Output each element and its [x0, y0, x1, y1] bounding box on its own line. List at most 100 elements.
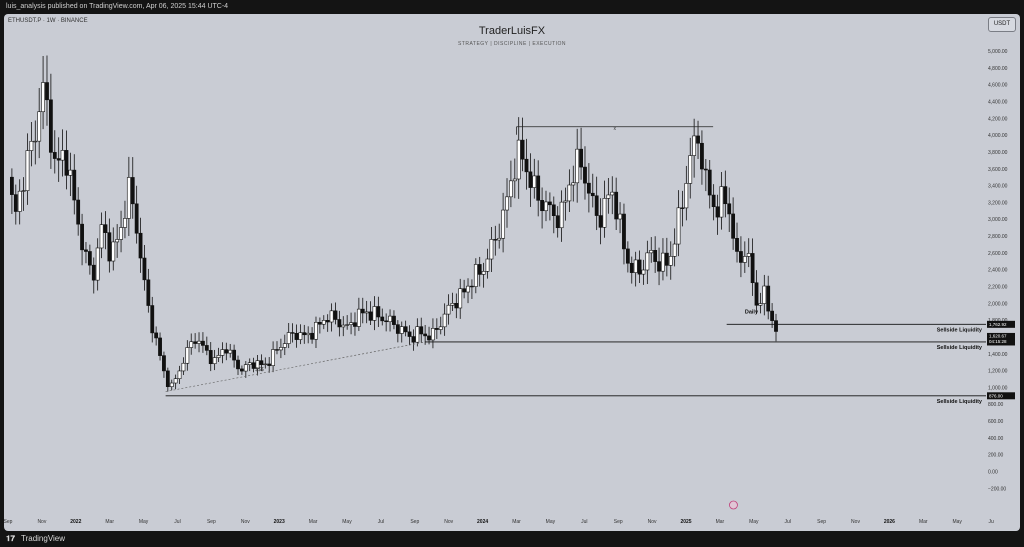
candle-body — [208, 350, 213, 365]
x-tick-label: 2022 — [70, 519, 81, 525]
candle-body — [212, 357, 217, 365]
candle-body — [68, 169, 73, 176]
candle-body — [286, 332, 291, 344]
candle-body — [497, 237, 502, 241]
candle-body — [314, 321, 318, 340]
candle-body — [466, 285, 470, 293]
candle-body — [310, 332, 314, 340]
candle-body — [204, 345, 209, 351]
candle-body — [278, 347, 283, 351]
candle-body — [766, 285, 771, 312]
candle-body — [481, 271, 486, 275]
x-tick-label: May — [342, 519, 352, 525]
candle-body — [185, 347, 190, 364]
candle-body — [547, 201, 552, 206]
candle-body — [341, 324, 346, 328]
current-price-text: 1,620.67 — [989, 333, 1007, 338]
candle-body — [255, 360, 260, 369]
y-tick-label: 1,200.00 — [988, 369, 1008, 375]
candle-body — [403, 326, 408, 333]
candle-body — [540, 200, 544, 212]
candle-body — [505, 196, 509, 211]
candle-body — [528, 171, 533, 188]
y-tick-label: 200.00 — [988, 453, 1004, 459]
candle-body — [76, 199, 81, 225]
y-tick-label: 3,600.00 — [988, 167, 1008, 173]
currency-button[interactable]: USDT — [988, 17, 1016, 32]
candle-body — [290, 332, 295, 334]
candle-body — [625, 248, 630, 264]
event-marker-icon[interactable] — [729, 500, 738, 510]
candle-body — [115, 239, 120, 243]
candle-body — [372, 306, 377, 321]
liquidity-label: Sellside Liquidity — [937, 327, 983, 333]
y-tick-label: 600.00 — [988, 419, 1004, 425]
candle-body — [774, 320, 778, 332]
candle-body — [25, 150, 30, 191]
candle-body — [99, 224, 104, 249]
candle-body — [637, 259, 642, 275]
candle-body — [692, 135, 697, 156]
price-chart[interactable]: −200.00 0.00 200.00 400.00 600.00 800.00 1,000… — [4, 14, 1020, 531]
x-tick-label: Mar — [105, 519, 114, 525]
x-tick-label: Jul — [784, 519, 790, 525]
candle-body — [594, 195, 599, 216]
candle-body — [633, 259, 638, 273]
candle-body — [575, 148, 580, 184]
y-tick-label: 1,000.00 — [988, 385, 1008, 391]
candle-body — [680, 207, 685, 209]
candle-body — [150, 305, 155, 334]
trend-line-label: $$$ — [255, 367, 264, 373]
tradingview-logo-icon[interactable]: 𝟏𝟕 — [6, 534, 15, 543]
candle-body — [649, 250, 654, 254]
y-tick-label: −200.00 — [988, 486, 1006, 492]
candle-body — [641, 269, 646, 275]
y-tick-label: 5,000.00 — [988, 49, 1008, 55]
candle-body — [473, 264, 478, 287]
candle-body — [684, 183, 689, 209]
countdown-text: 04:15:28 — [989, 339, 1007, 344]
candle-body — [321, 320, 326, 325]
brand-tagline: STRATEGY | DISCIPLINE | EXECUTION — [457, 41, 567, 47]
candle-body — [696, 135, 700, 144]
candle-body — [602, 198, 607, 228]
footer-brand[interactable]: TradingView — [20, 534, 66, 543]
candle-body — [622, 213, 626, 250]
y-tick-label: 0.00 — [988, 469, 998, 475]
candle-body — [407, 331, 412, 337]
candle-body — [317, 321, 322, 325]
candle-body — [446, 304, 451, 315]
candle-body — [154, 332, 159, 339]
candle-body — [567, 184, 572, 202]
candle-body — [419, 326, 424, 335]
candle-body — [477, 264, 482, 275]
candle-body — [719, 186, 724, 218]
candle-body — [103, 224, 108, 233]
symbol-label[interactable]: ETHUSDT.P · 1W · BINANCE — [8, 18, 88, 24]
candle-body — [107, 232, 112, 262]
candle-body — [458, 288, 463, 309]
candle-body — [9, 176, 14, 195]
candle-body — [536, 175, 541, 201]
x-tick-label: May — [749, 519, 759, 525]
candle-body — [485, 258, 490, 272]
candle-body — [345, 324, 350, 326]
y-tick-label: 2,200.00 — [988, 284, 1008, 290]
candle-body — [423, 333, 428, 337]
candle-body — [384, 320, 389, 323]
candle-body — [52, 152, 57, 159]
candle-body — [123, 218, 127, 228]
x-tick-label: Nov — [444, 519, 453, 525]
candle-body — [750, 253, 755, 284]
candle-body — [193, 341, 198, 344]
candle-body — [590, 192, 595, 197]
candle-body — [173, 378, 178, 384]
candle-body — [715, 206, 720, 218]
y-tick-label: 4,800.00 — [988, 66, 1008, 72]
candle-body — [415, 326, 420, 343]
candle-body — [56, 158, 61, 161]
chart-frame[interactable]: ETHUSDT.P · 1W · BINANCE TraderLuisFX ST… — [4, 14, 1020, 531]
candle-body — [657, 261, 661, 272]
y-tick-label: 3,400.00 — [988, 184, 1008, 190]
candle-body — [450, 302, 455, 306]
